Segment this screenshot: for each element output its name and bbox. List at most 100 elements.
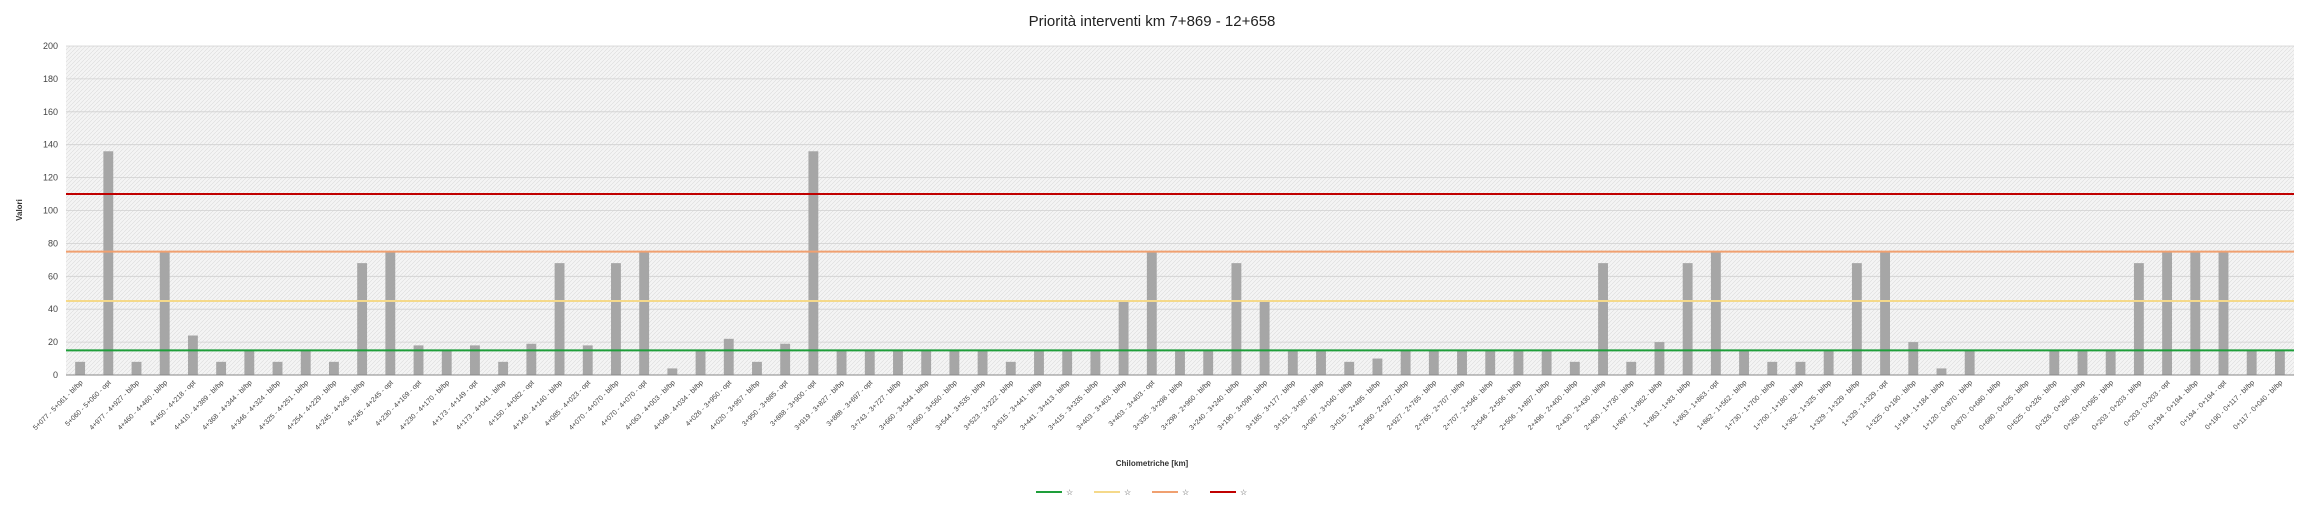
bar [1457,350,1467,375]
x-tick-label: 1+325 - 0+190 - bl/bp [1865,379,1917,431]
x-tick-label: 4+254 - 4+229 - bl/bp [286,379,338,431]
x-tick-label: 0+190 - 0+117 - bl/bp [2204,379,2256,431]
x-tick-label: 1+700 - 1+180 - bl/bp [1753,379,1805,431]
x-tick-label: 2+960 - 2+927 - bl/bp [1358,379,1410,431]
bar [1062,350,1073,375]
x-tick-label: 3+660 - 3+560 - bl/bp [907,379,959,431]
bar [159,251,170,375]
bar [1203,350,1214,375]
y-tick-label: 200 [43,41,58,51]
bar [808,151,819,375]
bar [1259,300,1270,375]
bar [2133,263,2144,375]
bar [1569,361,1580,375]
x-tick-label: 3+919 - 3+827 - bl/bp [794,379,846,431]
bar [1400,350,1411,375]
x-tick-label: 0+194 - 0+194 - bl/bp [2147,379,2199,431]
x-tick-label: 4+245 - 4+245 - bl/bp [314,379,366,431]
x-tick-label: 4+173 - 4+041 - bl/bp [455,379,507,431]
bar [667,368,678,375]
y-tick-label: 140 [43,140,58,150]
bar [244,350,255,375]
bar [1005,361,1016,375]
x-tick-label: 3+151 - 3+087 - bl/bp [1273,379,1325,431]
x-tick-label: 1+897 - 1+862 - bl/bp [1612,379,1664,431]
bar [1231,263,1242,375]
bar [1428,350,1439,375]
bar [1541,350,1552,375]
y-tick-label: 160 [43,107,58,117]
bar [2077,350,2088,375]
x-tick-label: 2+400 - 1+730 - bl/bp [1583,379,1635,431]
x-tick-label: 3+515 - 3+441 - bl/bp [991,379,1043,431]
bar [1316,350,1326,375]
bar [1710,251,1721,375]
chart-title: Priorità interventi km 7+869 - 12+658 [1029,13,1276,30]
y-tick-label: 0 [53,370,58,380]
x-tick-label: 0+117 - 0+040 - bl/bp [2232,379,2284,431]
grid-lines [66,45,2294,376]
bar [441,350,452,375]
bar [1739,350,1749,375]
x-tick-label: 0+260 - 0+065 - bl/bp [2063,379,2115,431]
x-tick-label: 3+743 - 3+727 - bl/bp [850,379,902,431]
bar [1654,342,1665,375]
x-axis-category-labels: 5+077 - 5+061 - bl/bp5+060 - 5+060 - opt… [32,379,2284,431]
y-tick-label: 20 [48,337,58,347]
bar [893,350,903,375]
x-tick-label: 4+230 - 4+170 - bl/bp [399,379,451,431]
bar [498,361,509,375]
x-tick-label: 0+625 - 0+326 - bl/bp [2006,379,2058,431]
bar [611,263,621,375]
x-tick-label: 3+298 - 2+960 - bl/bp [1160,379,1212,431]
x-tick-label: 5+077 - 5+061 - bl/bp [32,379,84,431]
x-tick-label: 2+707 - 2+546 - bl/bp [1442,379,1494,431]
x-tick-label: 1+362 - 1+325 - bl/bp [1781,379,1833,431]
bar [1964,350,1975,375]
y-tick-label: 60 [48,271,58,281]
bar [1851,263,1862,375]
x-tick-label: 3+660 - 3+544 - bl/bp [878,379,930,431]
y-tick-label: 100 [43,206,58,216]
bar [1372,358,1383,375]
bar [2190,251,2201,375]
x-tick-label: 3+415 - 3+335 - bl/bp [1048,379,1100,431]
legend-label: ☆ [1182,488,1189,497]
bar [864,350,875,375]
bar [1767,361,1778,375]
bar [526,343,537,375]
x-tick-label: 4+346 - 4+324 - bl/bp [230,379,282,431]
x-tick-label: 4+063 - 4+003 - bl/bp [624,379,676,431]
bar [2049,350,2060,375]
x-tick-label: 4+977 - 4+927 - bl/bp [89,379,141,431]
bar [977,350,988,375]
x-tick-label: 4+460 - 4+460 - bl/bp [117,379,169,431]
bar [300,350,311,375]
bar [2246,350,2257,375]
x-axis-label: Chilometriche [km] [1116,459,1189,468]
bar [780,343,791,375]
bar [921,350,932,375]
bar [1090,350,1101,375]
bar [131,361,142,375]
bar [470,345,480,375]
x-tick-label: 1+862 - 1+562 - bl/bp [1696,379,1748,431]
y-tick-label: 80 [48,238,58,248]
bar [1513,350,1524,375]
bar [2105,350,2116,375]
x-tick-label: 1+730 - 1+700 - bl/bp [1724,379,1776,431]
bar [216,361,227,375]
x-tick-label: 3+190 - 3+099 - bl/bp [1217,379,1269,431]
bar [836,350,847,375]
bar [1146,251,1157,375]
bar [1485,350,1496,375]
bar [328,361,339,375]
bar [357,263,368,375]
x-tick-label: 0+680 - 0+625 - bl/bp [1978,379,2030,431]
bar [1287,350,1298,375]
x-tick-label: 0+326 - 0+260 - bl/bp [2035,379,2087,431]
bar [1118,300,1129,375]
x-tick-label: 0+203 - 0+203 - bl/bp [2091,379,2143,431]
legend-label: ☆ [1066,488,1073,497]
